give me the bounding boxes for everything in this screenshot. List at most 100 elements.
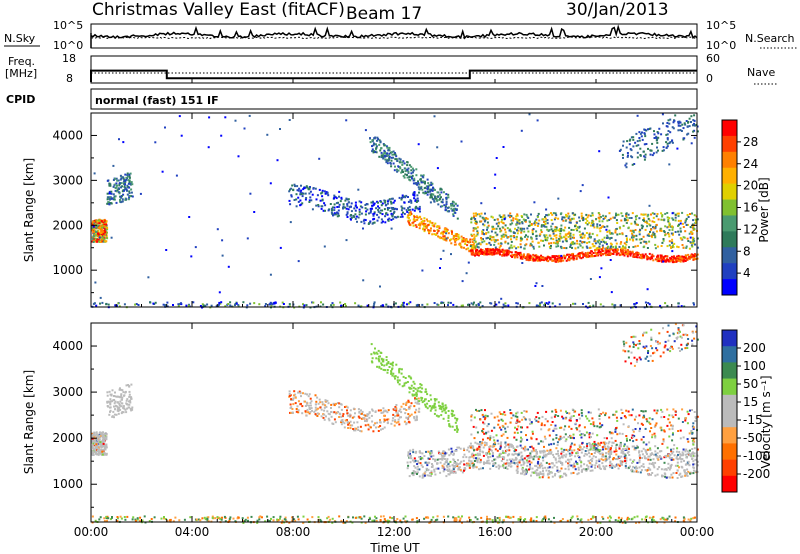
echo-cell xyxy=(129,399,132,402)
echo-cell xyxy=(378,355,380,358)
echo-cell xyxy=(220,301,223,304)
echo-cell xyxy=(381,202,384,205)
echo-cell xyxy=(673,119,676,122)
echo-cell xyxy=(340,423,343,426)
echo-cell xyxy=(536,474,538,477)
echo-cell xyxy=(455,419,458,422)
echo-cell xyxy=(111,389,114,392)
echo-cell xyxy=(595,443,598,446)
echo-cell xyxy=(406,303,408,306)
echo-cell xyxy=(557,460,560,463)
echo-cell xyxy=(480,252,483,255)
echo-cell xyxy=(520,129,523,132)
echo-cell xyxy=(190,255,193,258)
echo-cell xyxy=(430,181,433,184)
echo-cell xyxy=(686,223,689,226)
echo-cell xyxy=(437,235,440,238)
echo-cell xyxy=(115,395,118,398)
echo-cell xyxy=(583,241,586,244)
echo-cell xyxy=(680,460,683,463)
echo-cell xyxy=(101,223,104,226)
echo-cell xyxy=(436,228,439,231)
echo-cell xyxy=(404,196,407,199)
echo-cell xyxy=(92,234,95,237)
echo-cell xyxy=(672,121,675,124)
echo-cell xyxy=(658,466,661,469)
echo-cell xyxy=(472,244,474,247)
echo-cell xyxy=(383,149,386,152)
echo-cell xyxy=(460,246,463,248)
echo-cell xyxy=(411,167,414,170)
echo-cell xyxy=(550,225,553,228)
echo-cell xyxy=(398,196,401,199)
echo-cell xyxy=(455,462,458,465)
echo-cell xyxy=(666,216,669,219)
noise-sky-line xyxy=(90,24,698,48)
echo-cell xyxy=(481,231,484,234)
echo-cell xyxy=(361,206,364,209)
echo-cell xyxy=(327,194,330,197)
echo-cell xyxy=(544,220,547,223)
echo-cell xyxy=(672,246,675,249)
echo-cell xyxy=(565,213,567,216)
echo-cell xyxy=(126,172,129,175)
echo-cell xyxy=(99,450,102,453)
echo-cell xyxy=(357,216,360,219)
echo-cell xyxy=(418,475,421,478)
echo-cell xyxy=(423,228,426,231)
echo-cell xyxy=(648,223,651,226)
echo-cell xyxy=(670,255,673,258)
echo-cell xyxy=(438,225,441,228)
echo-cell xyxy=(237,305,240,308)
echo-cell xyxy=(229,304,232,307)
echo-cell xyxy=(476,226,479,229)
echo-cell xyxy=(377,208,380,211)
echo-cell xyxy=(426,225,429,227)
echo-cell xyxy=(434,196,436,199)
echo-cell xyxy=(621,460,624,463)
echo-cell xyxy=(693,255,696,258)
echo-cell xyxy=(560,461,563,464)
echo-cell xyxy=(608,229,611,232)
echo-cell xyxy=(491,453,494,456)
echo-cell xyxy=(405,409,408,411)
echo-cell xyxy=(290,195,293,198)
echo-cell xyxy=(561,240,564,243)
echo-cell xyxy=(333,195,336,198)
echo-cell xyxy=(546,236,549,239)
echo-cell xyxy=(598,150,601,153)
echo-cell xyxy=(672,127,675,130)
echo-cell xyxy=(654,225,657,228)
echo-cell xyxy=(483,253,486,256)
echo-cell xyxy=(309,408,311,410)
echo-cell xyxy=(602,225,605,228)
echo-cell xyxy=(91,453,94,456)
echo-cell xyxy=(636,114,639,117)
echo-cell xyxy=(387,149,390,152)
freq-label-line2: [MHz] xyxy=(5,67,37,80)
echo-cell xyxy=(633,305,636,308)
echo-cell xyxy=(110,202,113,205)
echo-cell xyxy=(463,449,466,452)
echo-cell xyxy=(598,249,601,252)
echo-cell xyxy=(588,246,591,249)
echo-cell xyxy=(91,447,94,450)
echo-cell xyxy=(118,305,121,308)
echo-cell xyxy=(340,419,343,422)
echo-cell xyxy=(422,222,425,225)
echo-cell xyxy=(491,216,494,219)
echo-cell xyxy=(478,253,481,255)
echo-cell xyxy=(380,151,383,154)
echo-cell xyxy=(520,451,523,454)
echo-cell xyxy=(378,207,381,209)
echo-cell xyxy=(512,235,515,237)
echo-cell xyxy=(691,212,693,215)
echo-cell xyxy=(644,228,647,231)
echo-cell xyxy=(593,238,596,241)
echo-cell xyxy=(402,301,405,304)
echo-cell xyxy=(333,404,336,407)
echo-cell xyxy=(459,447,462,450)
echo-cell xyxy=(544,239,547,242)
echo-cell xyxy=(540,225,543,228)
echo-cell xyxy=(619,148,622,151)
